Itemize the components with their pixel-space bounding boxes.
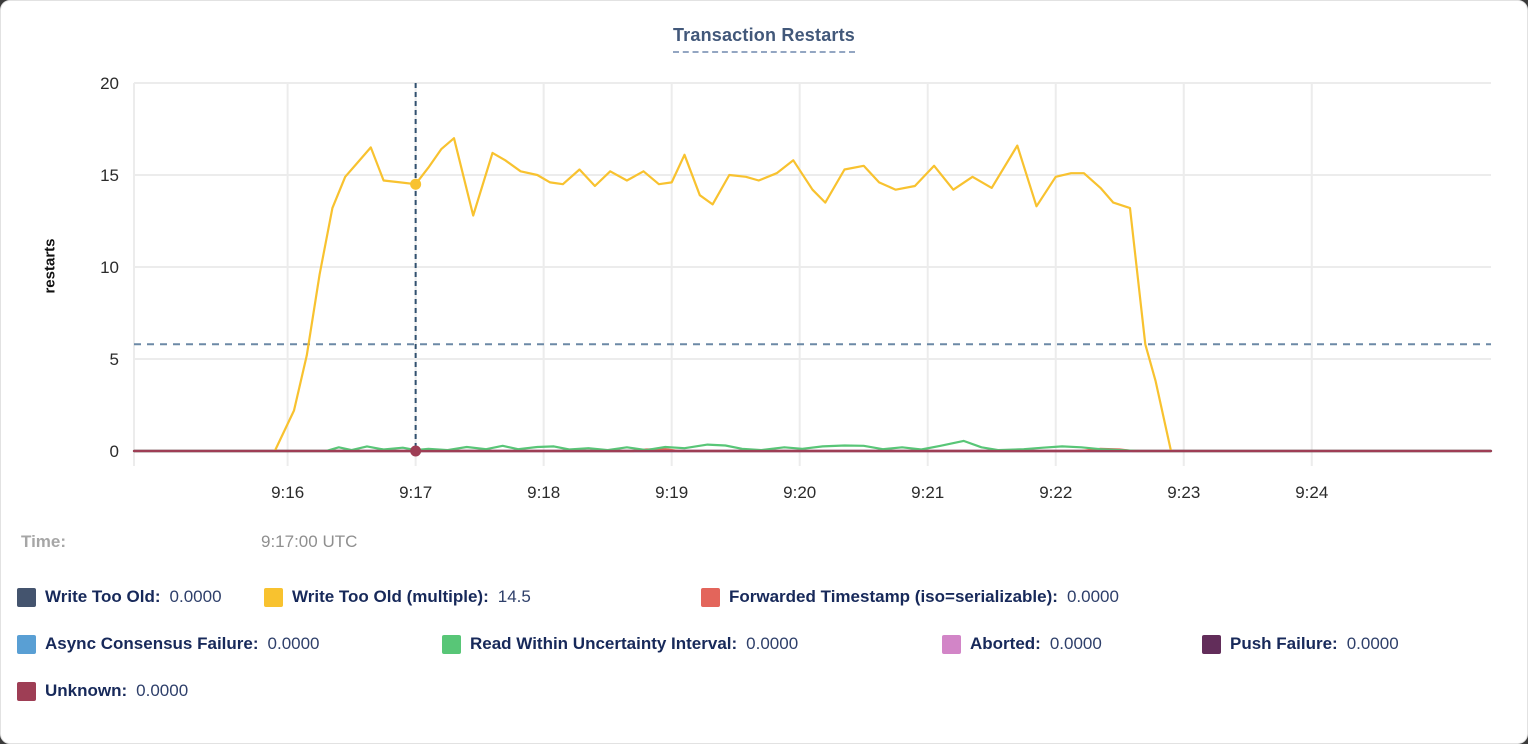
legend-item-async-consensus-failure: Async Consensus Failure: 0.0000: [17, 634, 442, 654]
legend-row: Async Consensus Failure: 0.0000 Read Withi…: [17, 633, 1517, 655]
legend-swatch-async-consensus-failure: [17, 634, 36, 654]
hover-time-row: Time: 9:17:00 UTC: [21, 532, 357, 552]
x-tick-label: 9:18: [527, 483, 560, 502]
crosshair-dot-write-too-old-multiple: [410, 178, 422, 190]
legend-value: 0.0000: [267, 634, 320, 653]
legend-value: 0.0000: [136, 681, 189, 700]
legend-label: Async Consensus Failure:: [45, 634, 259, 653]
legend-swatch-write-too-old: [17, 587, 36, 607]
legend-label: Write Too Old (multiple):: [292, 587, 489, 606]
chart-title-wrap: Transaction Restarts: [1, 25, 1527, 53]
legend-row: Write Too Old: 0.0000 Write Too Old (multi…: [17, 586, 1517, 608]
legend-swatch-forwarded-timestamp: [701, 587, 720, 607]
time-value: 9:17:00 UTC: [261, 532, 358, 551]
legend-label: Push Failure:: [1230, 634, 1338, 653]
y-tick-label: 20: [100, 74, 119, 93]
legend-row: Unknown: 0.0000: [17, 680, 1517, 702]
x-tick-label: 9:16: [271, 483, 304, 502]
chart-title[interactable]: Transaction Restarts: [672, 25, 856, 53]
legend-label: Write Too Old:: [45, 587, 161, 606]
x-tick-label: 9:22: [1039, 483, 1072, 502]
legend-label: Aborted:: [970, 634, 1041, 653]
legend-label: Unknown:: [45, 681, 128, 700]
legend-swatch-push-failure: [1202, 634, 1221, 654]
legend-item-push-failure: Push Failure: 0.0000: [1202, 634, 1399, 654]
legend-value: 0.0000: [746, 634, 799, 653]
x-tick-label: 9:19: [655, 483, 688, 502]
chart-legend: Write Too Old: 0.0000 Write Too Old (multi…: [17, 586, 1517, 727]
crosshair-dot-unknown: [410, 445, 422, 457]
y-tick-label: 10: [100, 258, 119, 277]
legend-swatch-aborted: [942, 634, 961, 654]
transaction-restarts-chart[interactable]: 0 5 10 15 20 9:16 9:17 9:18 9:19 9:20 9:21 9:22 9:23…: [1, 1, 1528, 513]
legend-label: Read Within Uncertainty Interval:: [470, 634, 738, 653]
legend-swatch-write-too-old-multiple: [264, 587, 283, 607]
legend-swatch-read-within-uncertainty-interval: [442, 634, 461, 654]
y-tick-label: 0: [110, 442, 119, 461]
time-label: Time:: [21, 532, 67, 551]
y-tick-label: 15: [100, 166, 119, 185]
y-tick-label: 5: [110, 350, 119, 369]
legend-item-aborted: Aborted: 0.0000: [942, 634, 1202, 654]
legend-item-forwarded-timestamp: Forwarded Timestamp (iso=serializable): 0…: [701, 587, 1119, 607]
legend-value: 0.0000: [1049, 634, 1102, 653]
legend-item-unknown: Unknown: 0.0000: [17, 681, 188, 701]
x-tick-label: 9:24: [1295, 483, 1328, 502]
x-tick-label: 9:21: [911, 483, 944, 502]
legend-value: 0.0000: [1066, 587, 1119, 606]
legend-value: 0.0000: [1346, 634, 1399, 653]
x-tick-label: 9:17: [399, 483, 432, 502]
legend-value: 0.0000: [169, 587, 222, 606]
legend-value: 14.5: [497, 587, 531, 606]
series-line-write-too-old-multiple: [273, 137, 1173, 453]
legend-label: Forwarded Timestamp (iso=serializable):: [729, 587, 1058, 606]
series-line-read-within-uncertainty-interval: [132, 439, 1493, 453]
legend-item-write-too-old: Write Too Old: 0.0000: [17, 587, 264, 607]
legend-item-read-within-uncertainty-interval: Read Within Uncertainty Interval: 0.0000: [442, 634, 942, 654]
x-tick-label: 9:23: [1167, 483, 1200, 502]
legend-swatch-unknown: [17, 681, 36, 701]
x-tick-label: 9:20: [783, 483, 816, 502]
legend-item-write-too-old-multiple: Write Too Old (multiple): 14.5: [264, 587, 701, 607]
